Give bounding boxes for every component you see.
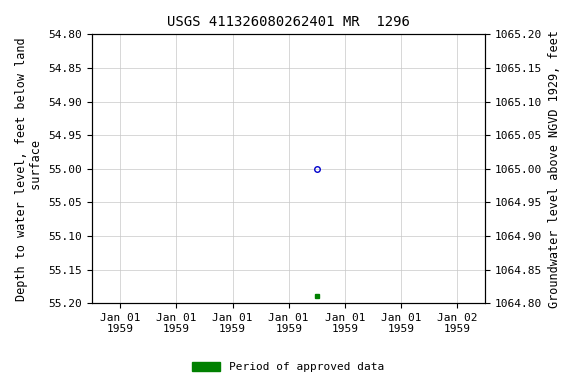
Title: USGS 411326080262401 MR  1296: USGS 411326080262401 MR 1296 [167, 15, 410, 29]
Legend: Period of approved data: Period of approved data [188, 357, 388, 377]
Y-axis label: Groundwater level above NGVD 1929, feet: Groundwater level above NGVD 1929, feet [548, 30, 561, 308]
Y-axis label: Depth to water level, feet below land
 surface: Depth to water level, feet below land su… [15, 37, 43, 301]
